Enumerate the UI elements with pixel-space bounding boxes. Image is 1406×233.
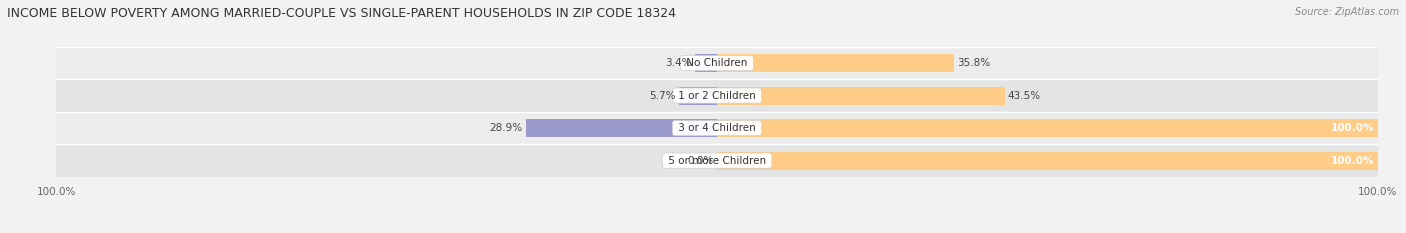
Text: 28.9%: 28.9%	[489, 123, 523, 133]
Text: 5 or more Children: 5 or more Children	[665, 156, 769, 166]
Text: 35.8%: 35.8%	[957, 58, 990, 68]
Text: INCOME BELOW POVERTY AMONG MARRIED-COUPLE VS SINGLE-PARENT HOUSEHOLDS IN ZIP COD: INCOME BELOW POVERTY AMONG MARRIED-COUPL…	[7, 7, 676, 20]
Text: 100.0%: 100.0%	[1331, 123, 1375, 133]
Bar	[679, 87, 717, 105]
Text: Source: ZipAtlas.com: Source: ZipAtlas.com	[1295, 7, 1399, 17]
Bar	[56, 144, 1378, 177]
Bar	[56, 47, 1378, 79]
Bar	[717, 87, 1004, 105]
Bar	[695, 54, 717, 72]
Text: 5.7%: 5.7%	[650, 91, 676, 101]
Text: 43.5%: 43.5%	[1008, 91, 1040, 101]
Text: 0.0%: 0.0%	[688, 156, 714, 166]
Text: 3.4%: 3.4%	[665, 58, 692, 68]
Text: No Children: No Children	[683, 58, 751, 68]
Bar	[717, 152, 1378, 170]
Text: 3 or 4 Children: 3 or 4 Children	[675, 123, 759, 133]
Bar	[526, 119, 717, 137]
Text: 1 or 2 Children: 1 or 2 Children	[675, 91, 759, 101]
Bar	[56, 112, 1378, 144]
Bar	[56, 79, 1378, 112]
Bar	[717, 119, 1378, 137]
Text: 100.0%: 100.0%	[1331, 156, 1375, 166]
Bar	[717, 54, 953, 72]
